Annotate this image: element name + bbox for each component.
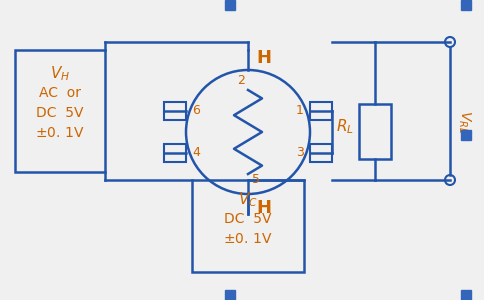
Bar: [461, 290, 471, 300]
Text: $\pm$0. 1V: $\pm$0. 1V: [223, 232, 273, 246]
Bar: [164, 102, 186, 120]
Bar: [359, 104, 391, 159]
Text: 6: 6: [192, 104, 200, 117]
Text: 4: 4: [192, 146, 200, 159]
Text: 1: 1: [296, 104, 304, 117]
Bar: [164, 144, 186, 162]
Text: 2: 2: [237, 74, 245, 87]
Bar: [15, 50, 105, 172]
Text: $V_{RL}$: $V_{RL}$: [456, 110, 472, 134]
Text: H: H: [256, 199, 271, 217]
Text: $V_C$: $V_C$: [238, 190, 258, 209]
Text: $R_L$: $R_L$: [336, 118, 354, 136]
Bar: [225, 290, 235, 300]
Text: 5: 5: [252, 173, 260, 186]
Text: H: H: [256, 49, 271, 67]
Text: DC  5V: DC 5V: [224, 212, 272, 226]
Text: AC  or: AC or: [39, 86, 81, 100]
Text: $\pm$0. 1V: $\pm$0. 1V: [35, 126, 85, 140]
Text: 3: 3: [296, 146, 304, 159]
Bar: [461, 0, 471, 10]
Bar: [192, 180, 304, 272]
Text: DC  5V: DC 5V: [36, 106, 84, 120]
Bar: [461, 130, 471, 140]
Bar: [310, 102, 332, 120]
Bar: [225, 0, 235, 10]
Text: $V_H$: $V_H$: [50, 64, 70, 83]
Bar: [310, 144, 332, 162]
